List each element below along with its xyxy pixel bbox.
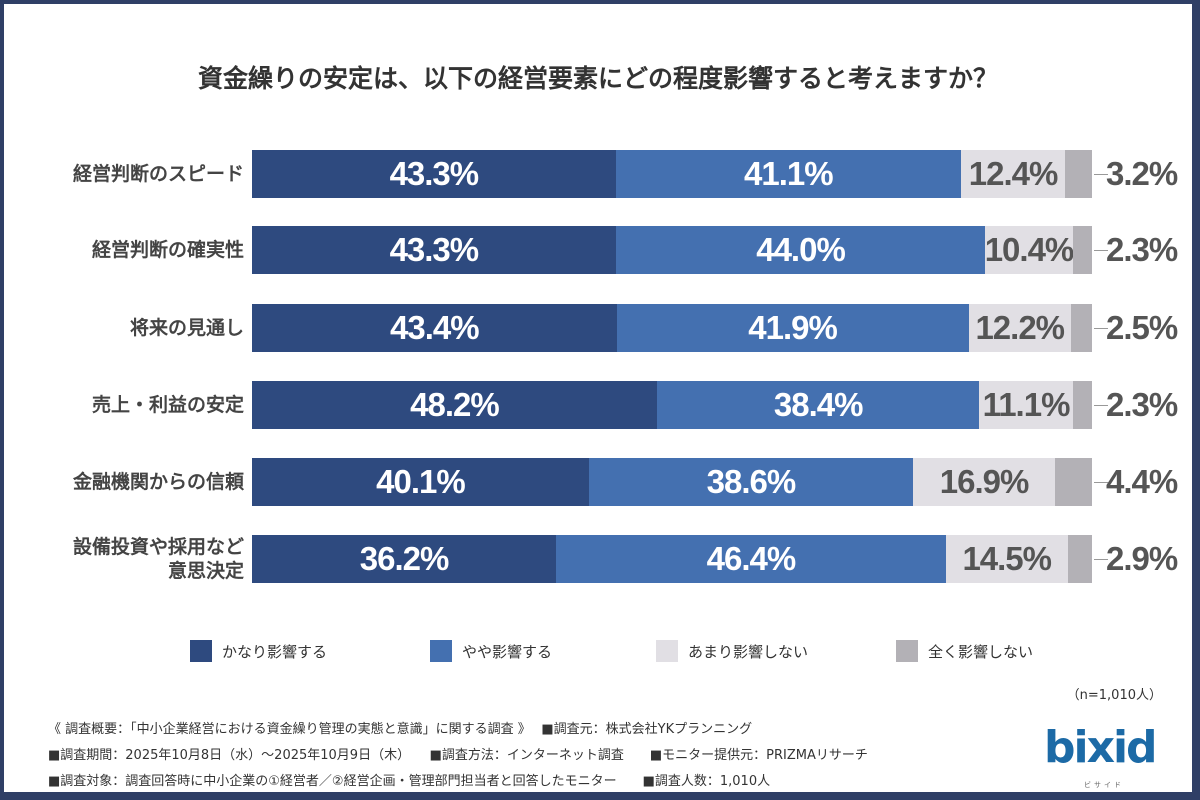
chart-title: 資金繰りの安定は、以下の経営要素にどの程度影響すると考えますか？: [197, 64, 998, 93]
bar-row: 売上・利益の安定 48.2% 38.4% 11.1% 2.3%: [4, 381, 1192, 429]
legend-item: 全く影響しない: [896, 640, 1033, 662]
legend-label: かなり影響する: [222, 642, 328, 661]
category-label: 金融機関からの信頼: [72, 471, 244, 493]
category-label: 売上・利益の安定: [91, 394, 244, 416]
legend-swatch: [190, 640, 212, 662]
bar-segment: 16.9%: [913, 458, 1056, 506]
data-label: 2.3%: [1106, 231, 1178, 268]
data-label: 2.5%: [1106, 309, 1178, 346]
legend-label: 全く影響しない: [928, 642, 1034, 661]
footer-line: 《 調査概要：「中小企業経営における資金繰り管理の実態と意識」に関する調査 》 …: [48, 722, 753, 737]
bar-row: 経営判断の確実性 43.3% 44.0% 10.4% 2.3%: [4, 226, 1192, 274]
bar-segment: [1067, 535, 1092, 583]
legend-swatch: [430, 640, 452, 662]
category-label: 経営判断の確実性: [91, 239, 244, 261]
data-label: 2.9%: [1106, 540, 1178, 577]
bar-segment: 38.4%: [656, 381, 980, 429]
leader-line: [1094, 174, 1108, 175]
bar-segment: [1072, 381, 1092, 429]
bar-segment: 40.1%: [252, 458, 589, 506]
bar-segment: 41.9%: [616, 304, 969, 352]
bar-segment: 12.4%: [960, 150, 1066, 198]
legend-item: あまり影響しない: [656, 640, 808, 662]
bar-segment: 43.3%: [252, 150, 616, 198]
bar-segment: 14.5%: [945, 535, 1068, 583]
bar-segment: 36.2%: [252, 535, 557, 583]
legend-item: かなり影響する: [190, 640, 327, 662]
bar-segment: 48.2%: [252, 381, 657, 429]
legend-label: やや影響する: [462, 642, 553, 661]
bixid-logo: bixid: [1044, 722, 1158, 773]
bar-row: 将来の見通し 43.4% 41.9% 12.2% 2.5%: [4, 304, 1192, 352]
chart-frame: 資金繰りの安定は、以下の経営要素にどの程度影響すると考えますか？ 経営判断のスピ…: [4, 4, 1192, 792]
bar-segment: 44.0%: [615, 226, 986, 274]
leader-line: [1094, 405, 1108, 406]
bar-row: 経営判断のスピード 43.3% 41.1% 12.4% 3.2%: [4, 150, 1192, 198]
bar-segment: 11.1%: [979, 381, 1073, 429]
bar-segment: 38.6%: [588, 458, 914, 506]
legend-swatch: [896, 640, 918, 662]
footer-line: ■調査期間：2025年10月8日（水）〜2025年10月9日（木） ■調査方法：…: [48, 748, 868, 763]
leader-line: [1094, 559, 1108, 560]
category-label: 経営判断のスピード: [72, 163, 244, 185]
bar-segment: [1072, 226, 1092, 274]
bar-segment: 46.4%: [556, 535, 946, 583]
bar-segment: 43.3%: [252, 226, 616, 274]
bar-row: 金融機関からの信頼 40.1% 38.6% 16.9% 4.4%: [4, 458, 1192, 506]
bar-row: 設備投資や採用など 意思決定 36.2% 46.4% 14.5% 2.9%: [4, 535, 1192, 583]
bar-segment: 10.4%: [985, 226, 1074, 274]
legend-swatch: [656, 640, 678, 662]
category-label: 設備投資や採用など 意思決定: [72, 536, 244, 582]
bar-segment: 43.4%: [252, 304, 617, 352]
data-label: 4.4%: [1106, 463, 1178, 500]
footer-line: ■調査対象：調査回答時に中小企業の①経営者／②経営企画・管理部門担当者と回答した…: [48, 774, 771, 789]
bar-segment: 12.2%: [968, 304, 1071, 352]
data-label: 3.2%: [1106, 155, 1178, 192]
legend-label: あまり影響しない: [688, 642, 809, 661]
legend-item: やや影響する: [430, 640, 552, 662]
leader-line: [1094, 328, 1108, 329]
bar-segment: [1065, 150, 1092, 198]
data-label: 2.3%: [1106, 386, 1178, 423]
sample-size: （n=1,010人）: [1066, 688, 1162, 703]
leader-line: [1094, 250, 1108, 251]
bar-segment: 41.1%: [615, 150, 961, 198]
bar-segment: [1055, 458, 1092, 506]
bar-segment: [1071, 304, 1092, 352]
logo-subtitle: ビサイド: [1084, 781, 1124, 789]
leader-line: [1094, 482, 1108, 483]
category-label: 将来の見通し: [129, 317, 244, 339]
